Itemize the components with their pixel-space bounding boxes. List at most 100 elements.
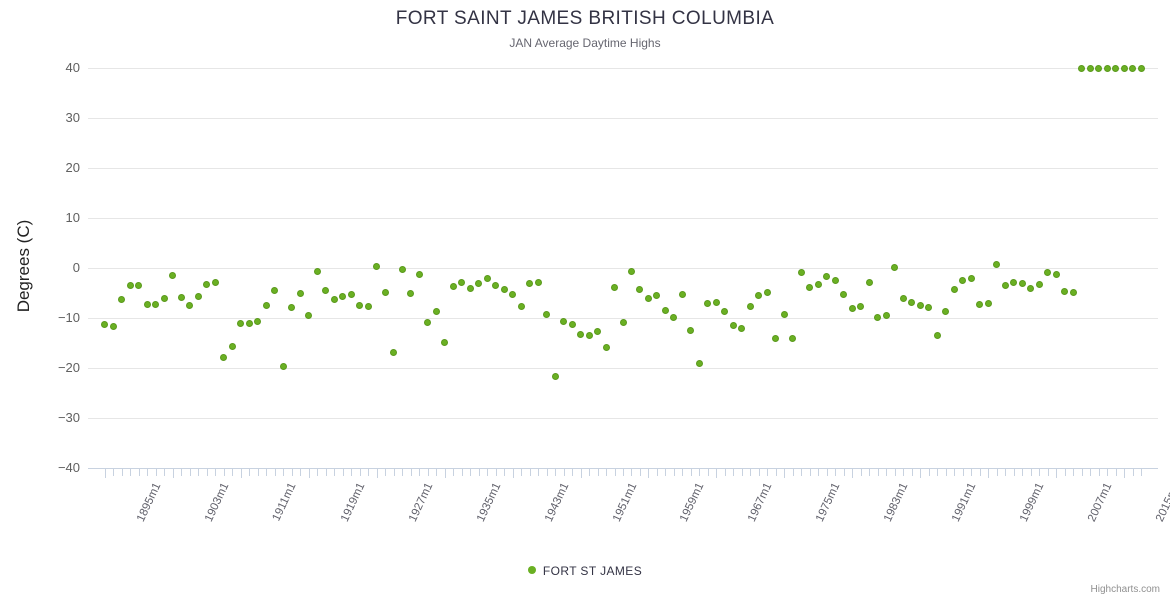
data-point[interactable] <box>135 281 143 289</box>
data-point[interactable] <box>126 282 134 289</box>
data-point[interactable] <box>492 282 500 289</box>
data-point[interactable] <box>390 348 398 356</box>
data-point[interactable] <box>857 303 865 310</box>
data-point[interactable] <box>1010 279 1018 286</box>
data-point[interactable] <box>704 299 712 307</box>
data-point[interactable] <box>254 317 262 325</box>
data-point[interactable] <box>398 266 406 273</box>
data-point[interactable] <box>177 294 185 301</box>
data-point[interactable] <box>1027 285 1035 292</box>
data-point[interactable] <box>670 314 678 321</box>
data-point[interactable] <box>415 270 423 278</box>
data-point[interactable] <box>644 295 652 302</box>
data-point[interactable] <box>891 264 899 271</box>
data-point[interactable] <box>840 290 848 298</box>
data-point[interactable] <box>551 373 559 380</box>
data-point[interactable] <box>186 302 194 309</box>
data-point[interactable] <box>118 295 126 303</box>
data-point[interactable] <box>211 278 219 286</box>
data-point[interactable] <box>959 277 967 284</box>
data-point[interactable] <box>1086 64 1094 72</box>
data-point[interactable] <box>695 359 703 367</box>
data-point[interactable] <box>339 293 347 300</box>
data-point[interactable] <box>407 290 415 297</box>
data-point[interactable] <box>882 312 890 319</box>
data-point[interactable] <box>356 301 364 309</box>
data-point[interactable] <box>577 330 585 338</box>
data-point[interactable] <box>245 319 253 327</box>
data-point[interactable] <box>789 334 797 342</box>
data-point[interactable] <box>262 302 270 309</box>
data-point[interactable] <box>449 282 457 290</box>
data-point[interactable] <box>1112 64 1120 72</box>
data-point[interactable] <box>814 281 822 288</box>
data-point[interactable] <box>1044 269 1052 276</box>
data-point[interactable] <box>772 335 780 342</box>
data-point[interactable] <box>364 302 372 310</box>
data-point[interactable] <box>636 285 644 293</box>
data-point[interactable] <box>865 279 873 286</box>
data-point[interactable] <box>1061 288 1069 295</box>
data-point[interactable] <box>984 300 992 307</box>
data-point[interactable] <box>441 339 449 346</box>
data-point[interactable] <box>330 295 338 303</box>
data-point[interactable] <box>780 310 788 318</box>
data-point[interactable] <box>1078 64 1086 72</box>
data-point[interactable] <box>602 344 610 351</box>
data-point[interactable] <box>458 279 466 286</box>
data-point[interactable] <box>1103 64 1111 72</box>
data-point[interactable] <box>848 304 856 312</box>
data-point[interactable] <box>585 331 593 339</box>
data-point[interactable] <box>313 267 321 275</box>
data-point[interactable] <box>568 320 576 328</box>
data-point[interactable] <box>305 311 313 319</box>
data-point[interactable] <box>976 300 984 308</box>
data-point[interactable] <box>661 307 669 314</box>
data-point[interactable] <box>373 262 381 270</box>
data-point[interactable] <box>1095 64 1103 72</box>
data-point[interactable] <box>169 272 177 279</box>
data-point[interactable] <box>1052 270 1060 278</box>
data-point[interactable] <box>1120 64 1128 72</box>
data-point[interactable] <box>194 293 202 300</box>
data-point[interactable] <box>627 267 635 275</box>
data-point[interactable] <box>483 274 491 282</box>
data-point[interactable] <box>500 286 508 293</box>
data-point[interactable] <box>806 284 814 291</box>
data-point[interactable] <box>619 318 627 326</box>
data-point[interactable] <box>296 289 304 297</box>
data-point[interactable] <box>220 354 228 361</box>
data-point[interactable] <box>950 286 958 293</box>
data-point[interactable] <box>594 328 602 335</box>
data-point[interactable] <box>424 318 432 326</box>
data-point[interactable] <box>509 290 517 298</box>
data-point[interactable] <box>712 299 720 306</box>
data-point[interactable] <box>101 320 109 328</box>
data-point[interactable] <box>381 289 389 296</box>
data-point[interactable] <box>755 291 763 299</box>
data-point[interactable] <box>1001 282 1009 289</box>
data-point[interactable] <box>925 303 933 311</box>
data-point[interactable] <box>1035 281 1043 288</box>
data-point[interactable] <box>874 313 882 321</box>
data-point[interactable] <box>746 303 754 310</box>
data-point[interactable] <box>475 279 483 287</box>
data-point[interactable] <box>203 281 211 288</box>
data-point[interactable] <box>1018 279 1026 287</box>
data-point[interactable] <box>797 268 805 276</box>
data-point[interactable] <box>237 320 245 327</box>
data-point[interactable] <box>942 307 950 315</box>
data-point[interactable] <box>279 362 287 370</box>
data-point[interactable] <box>143 301 151 308</box>
data-point[interactable] <box>288 303 296 311</box>
highcharts-credit[interactable]: Highcharts.com <box>1090 584 1160 595</box>
data-point[interactable] <box>993 261 1001 268</box>
data-point[interactable] <box>347 290 355 298</box>
data-point[interactable] <box>738 325 746 332</box>
data-point[interactable] <box>831 276 839 284</box>
data-point[interactable] <box>466 285 474 292</box>
data-point[interactable] <box>526 279 534 287</box>
data-point[interactable] <box>908 299 916 306</box>
data-point[interactable] <box>729 322 737 329</box>
data-point[interactable] <box>432 308 440 315</box>
